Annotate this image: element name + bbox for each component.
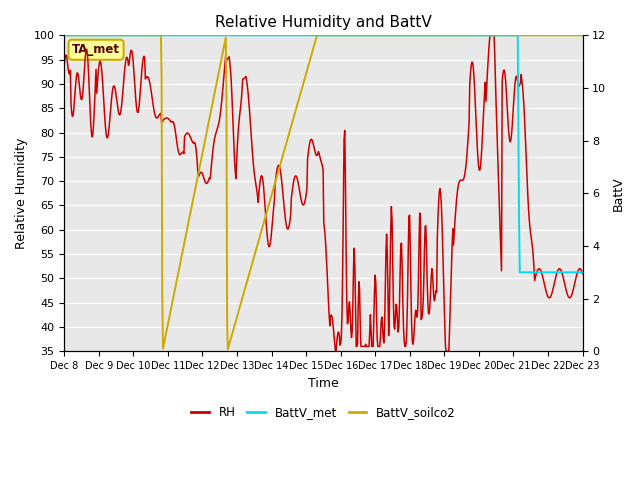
Y-axis label: BattV: BattV	[612, 176, 625, 211]
Title: Relative Humidity and BattV: Relative Humidity and BattV	[215, 15, 432, 30]
Y-axis label: Relative Humidity: Relative Humidity	[15, 138, 28, 249]
Legend: RH, BattV_met, BattV_soilco2: RH, BattV_met, BattV_soilco2	[187, 401, 460, 424]
Text: TA_met: TA_met	[72, 43, 120, 56]
X-axis label: Time: Time	[308, 377, 339, 390]
